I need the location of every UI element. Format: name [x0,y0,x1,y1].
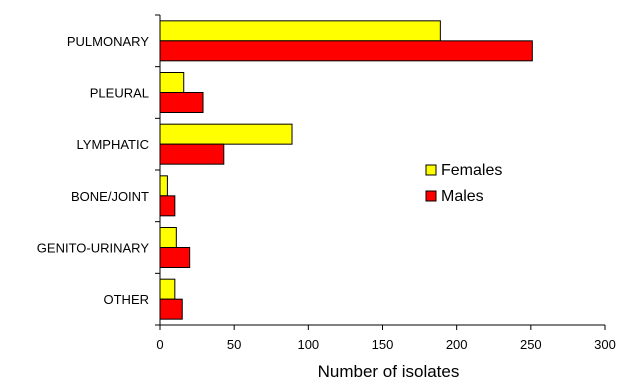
bar-males-other [159,298,183,320]
axes-group [155,14,606,330]
x-axis-title: Number of isolates [318,362,460,381]
bar-females-pulmonary [159,20,441,42]
x-tick-label: 100 [297,337,319,352]
x-tick-labels: 0 50 100 150 200 250 300 [156,337,615,352]
category-label: OTHER [104,292,150,307]
legend-label-females: Females [441,162,502,179]
x-tick-label: 150 [372,337,394,352]
category-label: PULMONARY [67,34,149,49]
bar-females-pleural [159,72,185,93]
x-tick-label: 0 [156,337,163,352]
category-label: LYMPHATIC [77,137,149,152]
bar-males-pulmonary [159,40,533,62]
bar-females-other [159,278,176,300]
legend-label-males: Males [441,188,484,205]
legend: Females Males [425,162,502,205]
x-tick-label: 50 [227,337,241,352]
bar-females-bone-joint [159,175,168,197]
category-label: GENITO-URINARY [37,241,150,256]
bar-males-pleural [159,92,204,113]
bars-group [159,20,533,320]
bar-males-bone-joint [159,195,176,217]
x-tick-label: 300 [594,337,616,352]
bar-females-genito-urinary [159,227,177,248]
x-tick-label: 250 [520,337,542,352]
x-tick-label: 200 [446,337,468,352]
category-label: PLEURAL [90,86,149,101]
legend-swatch-males [425,190,437,202]
category-labels: PULMONARY PLEURAL LYMPHATIC BONE/JOINT GENIT… [37,34,150,307]
bar-males-lymphatic [159,143,225,165]
category-label: BONE/JOINT [71,189,149,204]
legend-swatch-females [425,164,437,176]
bar-males-genito-urinary [159,247,191,268]
bar-females-lymphatic [159,123,293,145]
